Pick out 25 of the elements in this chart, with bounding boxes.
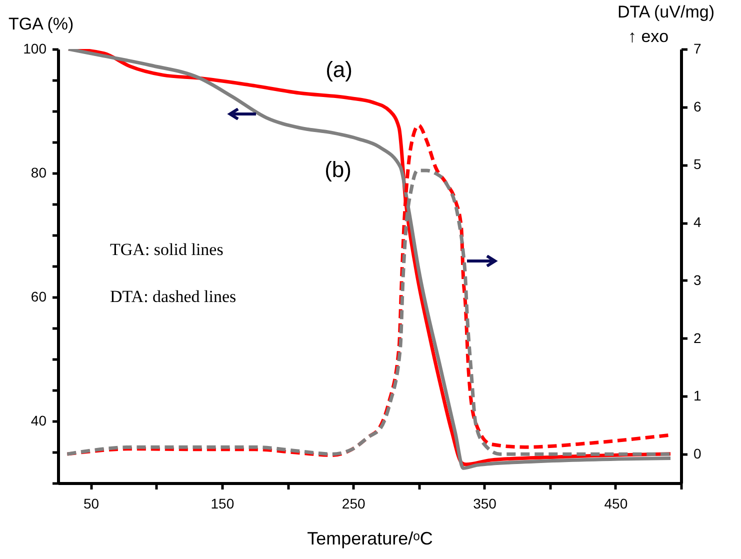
- annotation: (b): [324, 157, 352, 182]
- annotation: TGA: solid lines: [110, 240, 224, 259]
- y2-tick-label: 6: [694, 98, 702, 114]
- y2-axis-title: DTA (uV/mg): [618, 2, 714, 22]
- x-tick-label: 150: [210, 496, 234, 512]
- y-tick-label: 80: [30, 164, 47, 180]
- y2-tick-label: 0: [694, 446, 702, 462]
- y2-tick-label: 5: [694, 156, 702, 172]
- annotation: DTA: dashed lines: [110, 287, 236, 306]
- y2-tick-label: 2: [694, 330, 702, 346]
- y2-tick-label: 1: [694, 388, 702, 404]
- y-axis-title: TGA (%): [8, 14, 74, 34]
- y2-tick-label: 7: [694, 40, 702, 56]
- y-tick-label: 100: [23, 40, 47, 56]
- x-axis-title: Temperature/ᵒC: [307, 528, 433, 548]
- x-tick-label: 450: [604, 496, 628, 512]
- y-tick-label: 40: [30, 412, 47, 428]
- y-tick-label: 60: [30, 288, 47, 304]
- y2-tick-label: 3: [694, 272, 702, 288]
- x-tick-label: 50: [84, 496, 100, 512]
- x-tick-label: 350: [473, 496, 497, 512]
- y2-tick-label: 4: [694, 214, 702, 230]
- annotation: (a): [326, 57, 352, 82]
- x-tick-label: 250: [342, 496, 366, 512]
- text: ↑ exo: [628, 27, 669, 46]
